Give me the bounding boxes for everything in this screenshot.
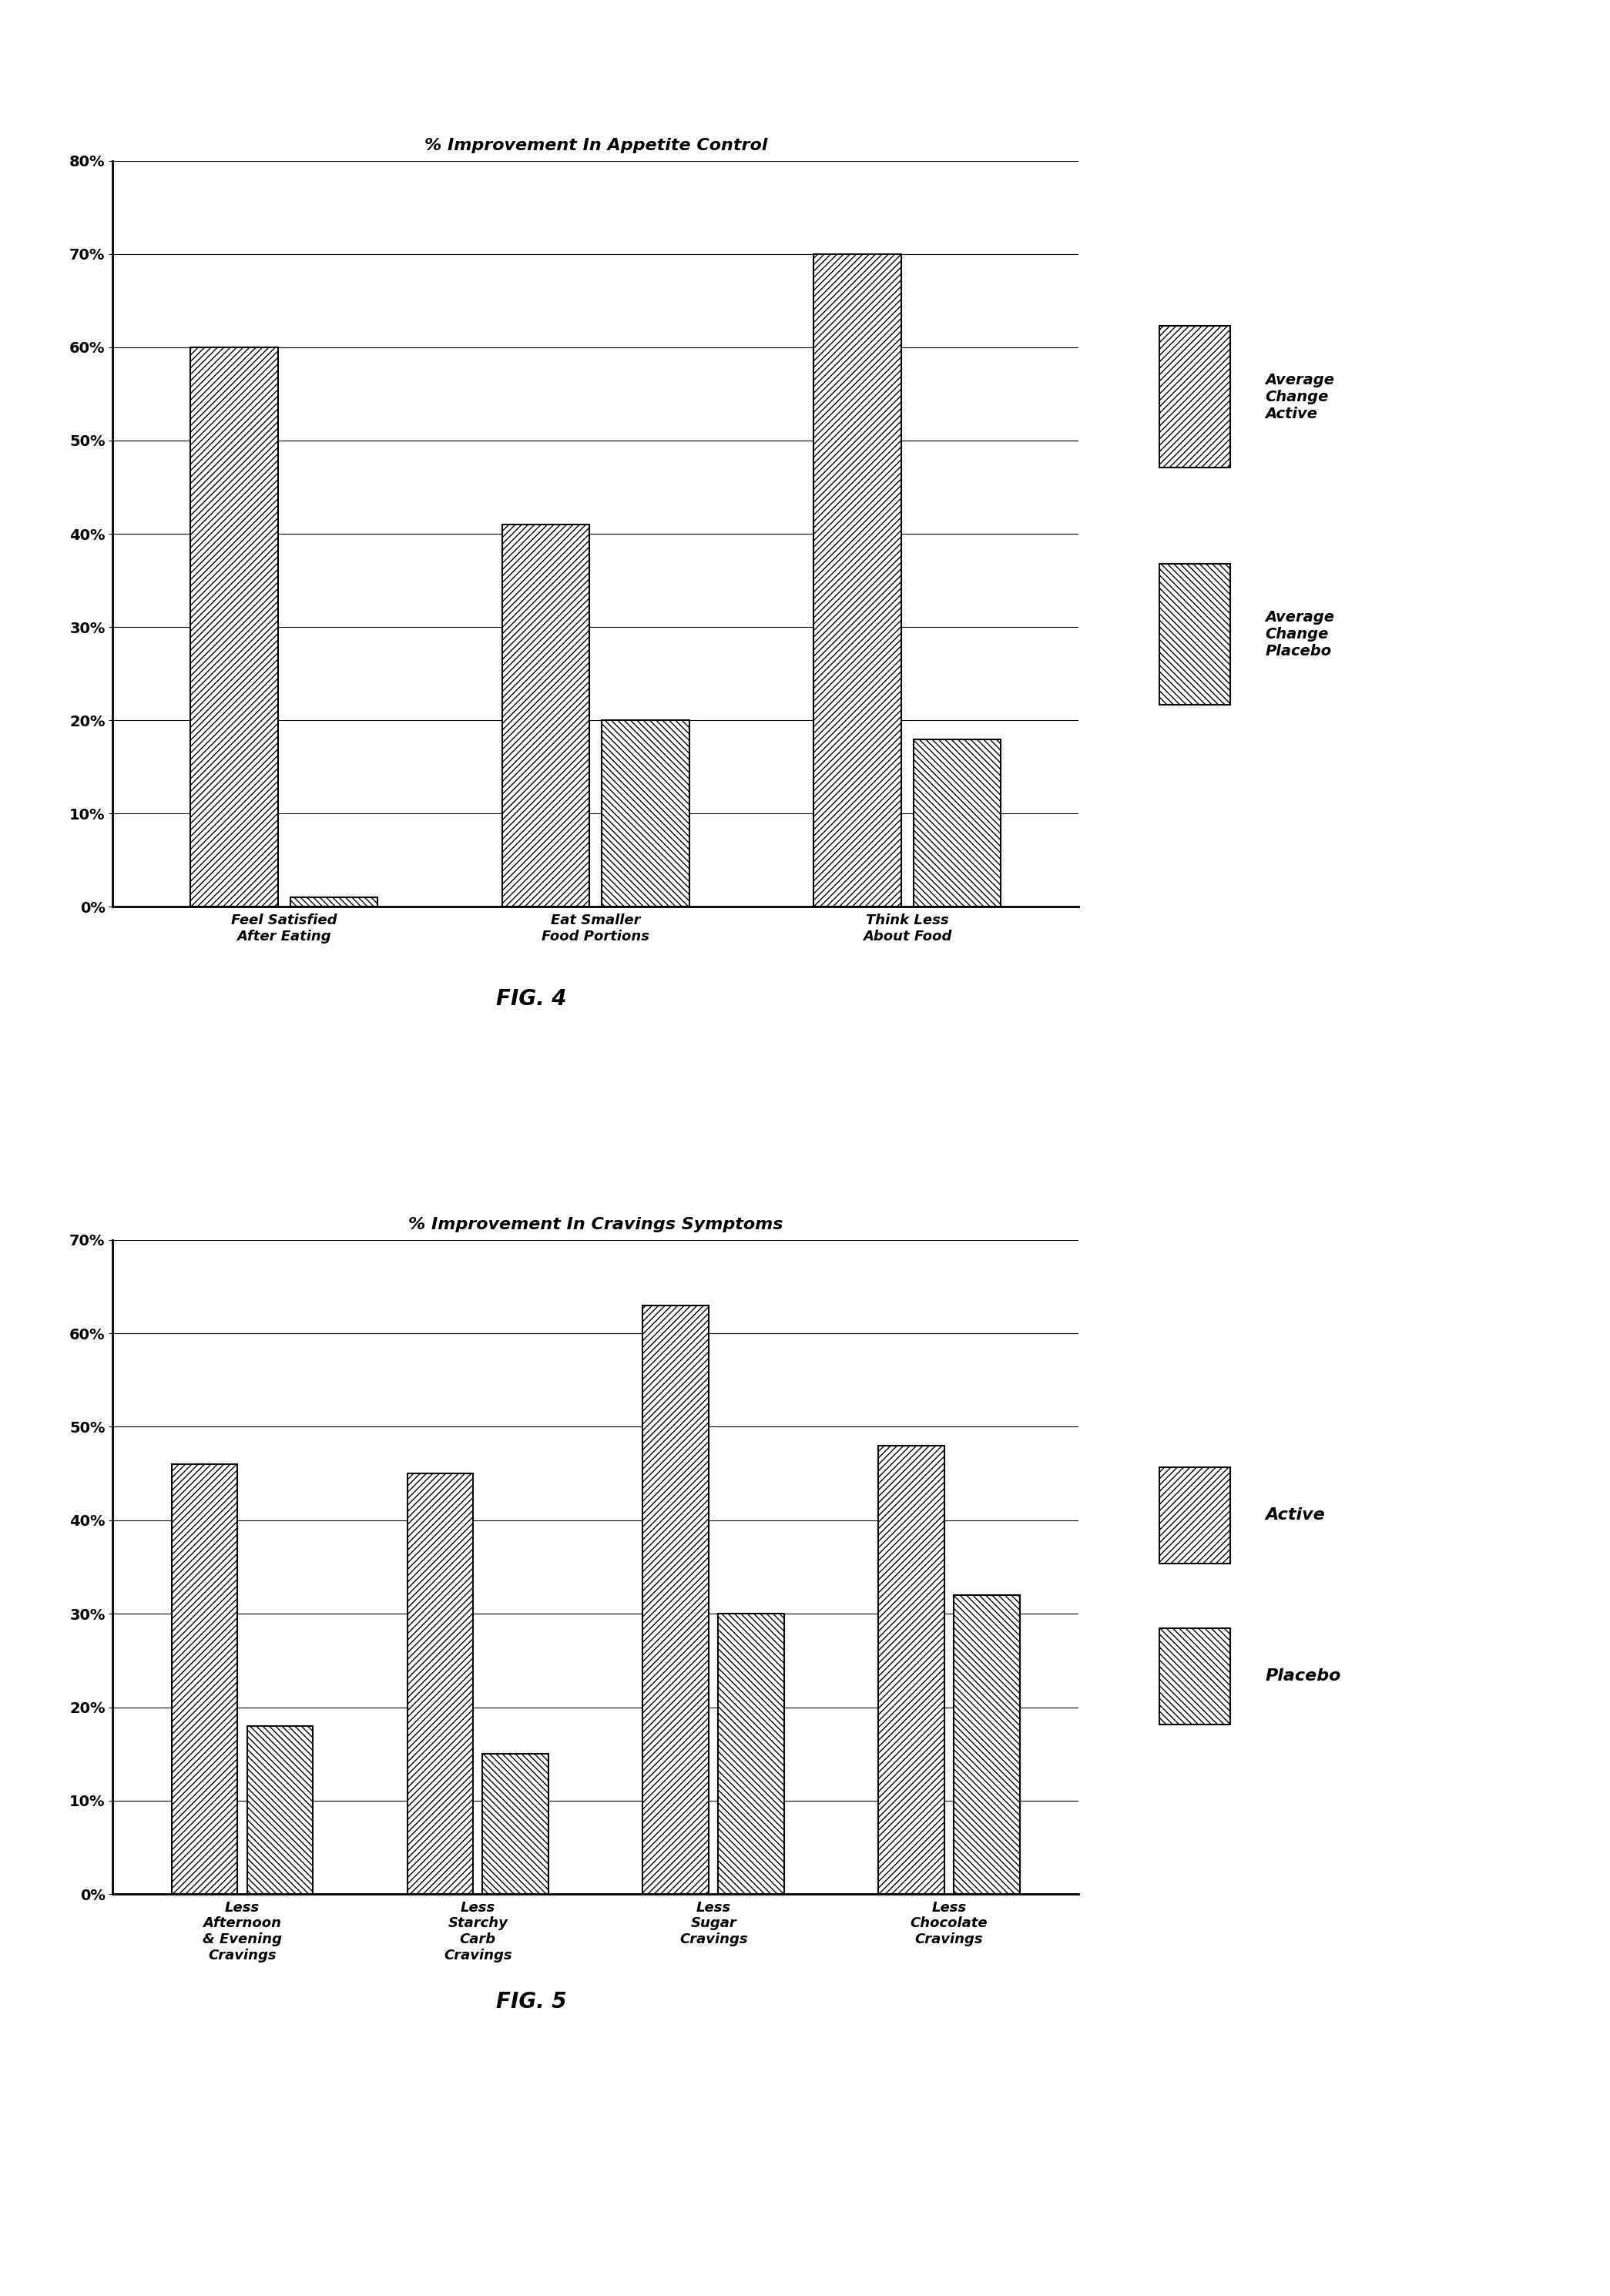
Text: Active: Active — [1265, 1508, 1325, 1522]
Text: Average
Change
Placebo: Average Change Placebo — [1265, 611, 1335, 659]
Bar — [407, 1474, 473, 1894]
Bar — [246, 1727, 312, 1894]
Text: Placebo: Placebo — [1265, 1669, 1341, 1683]
Bar — [813, 255, 902, 907]
Bar — [642, 1304, 708, 1894]
Text: Average
Change
Active: Average Change Active — [1265, 372, 1335, 420]
Bar — [602, 721, 689, 907]
Bar — [483, 1754, 549, 1894]
Bar — [190, 347, 279, 907]
Bar — [1159, 1467, 1230, 1564]
Bar — [172, 1465, 238, 1894]
Bar — [913, 739, 1001, 907]
Bar — [879, 1446, 945, 1894]
Bar — [1159, 1628, 1230, 1724]
Bar — [1159, 326, 1230, 468]
Bar — [290, 898, 378, 907]
Bar — [718, 1614, 784, 1894]
Bar — [1159, 563, 1230, 705]
Bar — [502, 523, 589, 907]
Bar — [953, 1596, 1019, 1894]
Title: % Improvement In Appetite Control: % Improvement In Appetite Control — [423, 138, 768, 154]
Text: FIG. 4: FIG. 4 — [496, 987, 567, 1010]
Title: % Improvement In Cravings Symptoms: % Improvement In Cravings Symptoms — [409, 1217, 782, 1233]
Text: FIG. 5: FIG. 5 — [496, 1991, 567, 2014]
